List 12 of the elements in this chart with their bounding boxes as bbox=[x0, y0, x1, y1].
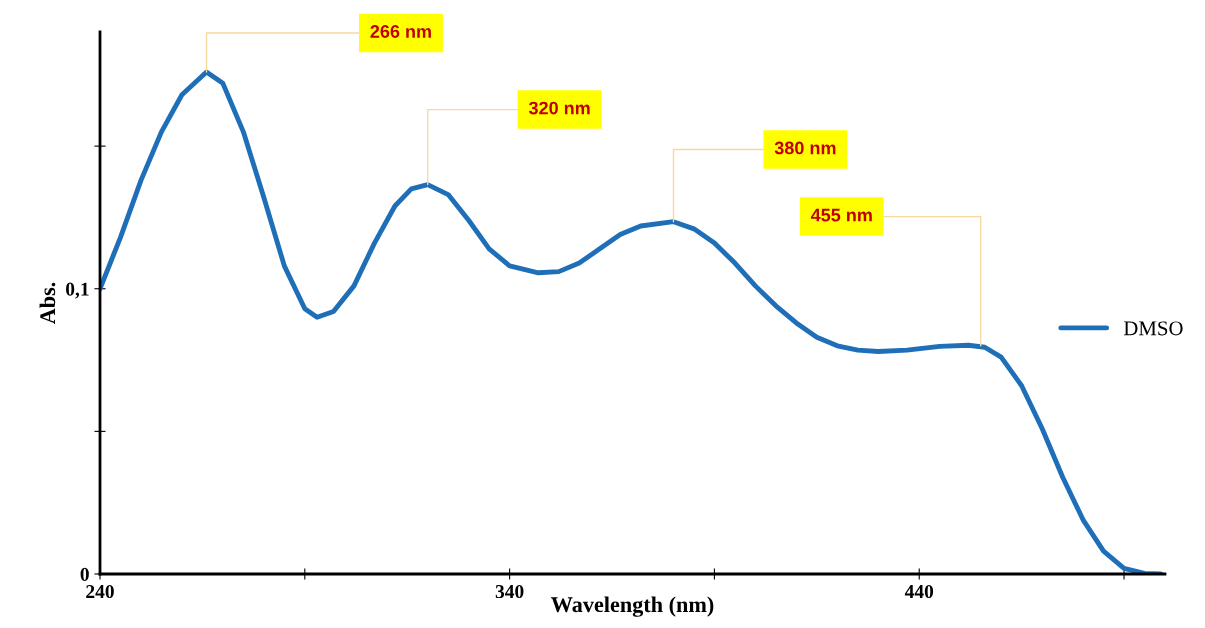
annotation: 320 nm bbox=[528, 101, 590, 115]
x-tick-label: 340 bbox=[495, 584, 524, 599]
annotation: 266 nm bbox=[370, 25, 431, 38]
x-axis-title: Wavelength (nm) bbox=[551, 596, 714, 617]
annotation: 455 nm bbox=[810, 208, 872, 222]
y-tick-label: 0,1 bbox=[66, 282, 89, 299]
y-tick-label: 0 bbox=[80, 567, 89, 581]
y-axis-title: Abs. bbox=[39, 282, 56, 325]
x-tick-label: 440 bbox=[904, 584, 934, 599]
annotation: 380 nm bbox=[774, 141, 836, 155]
x-tick-label: 240 bbox=[86, 584, 114, 599]
legend-label: DMSO bbox=[1123, 321, 1183, 336]
